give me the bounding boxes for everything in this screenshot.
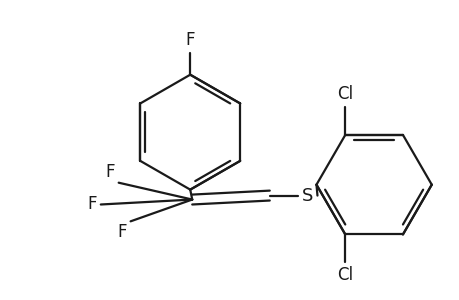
Text: S: S [301,187,313,205]
Text: Cl: Cl [336,266,353,284]
Text: F: F [117,223,126,241]
Text: F: F [105,163,114,181]
Text: Cl: Cl [336,85,353,103]
Text: F: F [87,196,96,214]
Text: F: F [185,31,195,49]
